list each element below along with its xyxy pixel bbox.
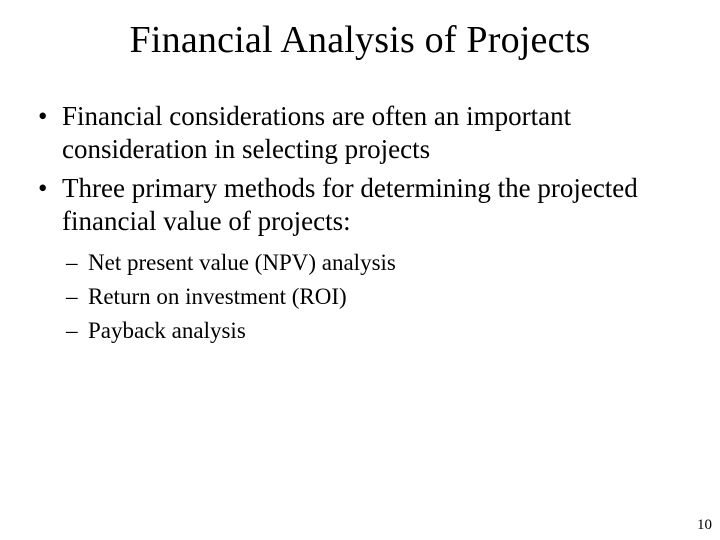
sub-bullet-list: Net present value (NPV) analysis Return … bbox=[62, 248, 680, 346]
slide-body: Financial considerations are often an im… bbox=[32, 100, 680, 351]
sub-bullet-item: Return on investment (ROI) bbox=[62, 282, 680, 312]
sub-bullet-text: Payback analysis bbox=[88, 318, 246, 343]
sub-bullet-text: Return on investment (ROI) bbox=[88, 284, 347, 309]
slide-title: Financial Analysis of Projects bbox=[0, 18, 720, 62]
bullet-text: Financial considerations are often an im… bbox=[62, 101, 571, 164]
bullet-list: Financial considerations are often an im… bbox=[32, 100, 680, 345]
bullet-text: Three primary methods for determining th… bbox=[62, 173, 638, 236]
sub-bullet-item: Payback analysis bbox=[62, 316, 680, 346]
sub-bullet-text: Net present value (NPV) analysis bbox=[88, 250, 396, 275]
slide: Financial Analysis of Projects Financial… bbox=[0, 0, 720, 540]
page-number: 10 bbox=[697, 517, 712, 534]
sub-bullet-item: Net present value (NPV) analysis bbox=[62, 248, 680, 278]
bullet-item: Financial considerations are often an im… bbox=[32, 100, 680, 166]
bullet-item: Three primary methods for determining th… bbox=[32, 172, 680, 346]
